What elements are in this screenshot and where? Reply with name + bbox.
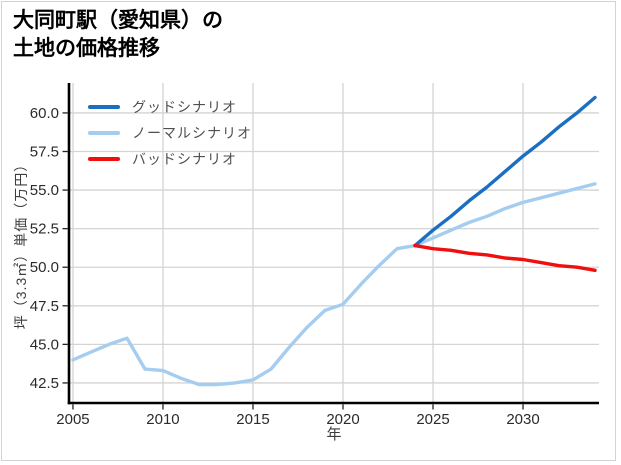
x-axis-label: 年: [326, 426, 342, 443]
legend-swatch-normal: [88, 131, 120, 135]
legend-item-normal: ノーマルシナリオ: [88, 120, 252, 146]
y-tick-label: 47.5: [30, 298, 59, 315]
series-line-normal: [71, 182, 597, 387]
y-tick-label: 50.0: [30, 259, 59, 276]
x-tick-label: 2025: [416, 411, 449, 428]
y-tick-label: 57.5: [30, 144, 59, 161]
x-tick-label: 2010: [146, 411, 179, 428]
chart-title-line-1: 大同町駅（愛知県）の: [13, 9, 223, 32]
legend-label-bad: バッドシナリオ: [132, 151, 237, 167]
legend-item-good: グッドシナリオ: [88, 94, 252, 120]
y-tick-label: 42.5: [30, 375, 59, 392]
y-tick-label: 55.0: [30, 182, 59, 199]
legend-label-good: グッドシナリオ: [132, 99, 237, 115]
legend-label-normal: ノーマルシナリオ: [132, 125, 252, 141]
legend-swatch-bad: [88, 157, 120, 161]
chart-title-line-2: 土地の価格推移: [13, 37, 160, 60]
legend: グッドシナリオ ノーマルシナリオ バッドシナリオ: [88, 94, 252, 172]
series-line-bad: [413, 243, 597, 272]
legend-swatch-good: [88, 105, 120, 109]
legend-item-bad: バッドシナリオ: [88, 146, 252, 172]
x-tick-label: 2015: [236, 411, 269, 428]
series-line-good: [413, 95, 597, 248]
y-tick-label: 52.5: [30, 221, 59, 238]
x-tick-label: 2005: [56, 411, 89, 428]
y-tick-label: 60.0: [30, 105, 59, 122]
x-tick-label: 2020: [326, 411, 359, 428]
y-tick-label: 45.0: [30, 336, 59, 353]
chart-title: 大同町駅（愛知県）の 土地の価格推移: [13, 7, 223, 63]
x-tick-label: 2030: [506, 411, 539, 428]
y-axis-label: 坪（3.3㎡）単価（万円）: [13, 156, 29, 330]
